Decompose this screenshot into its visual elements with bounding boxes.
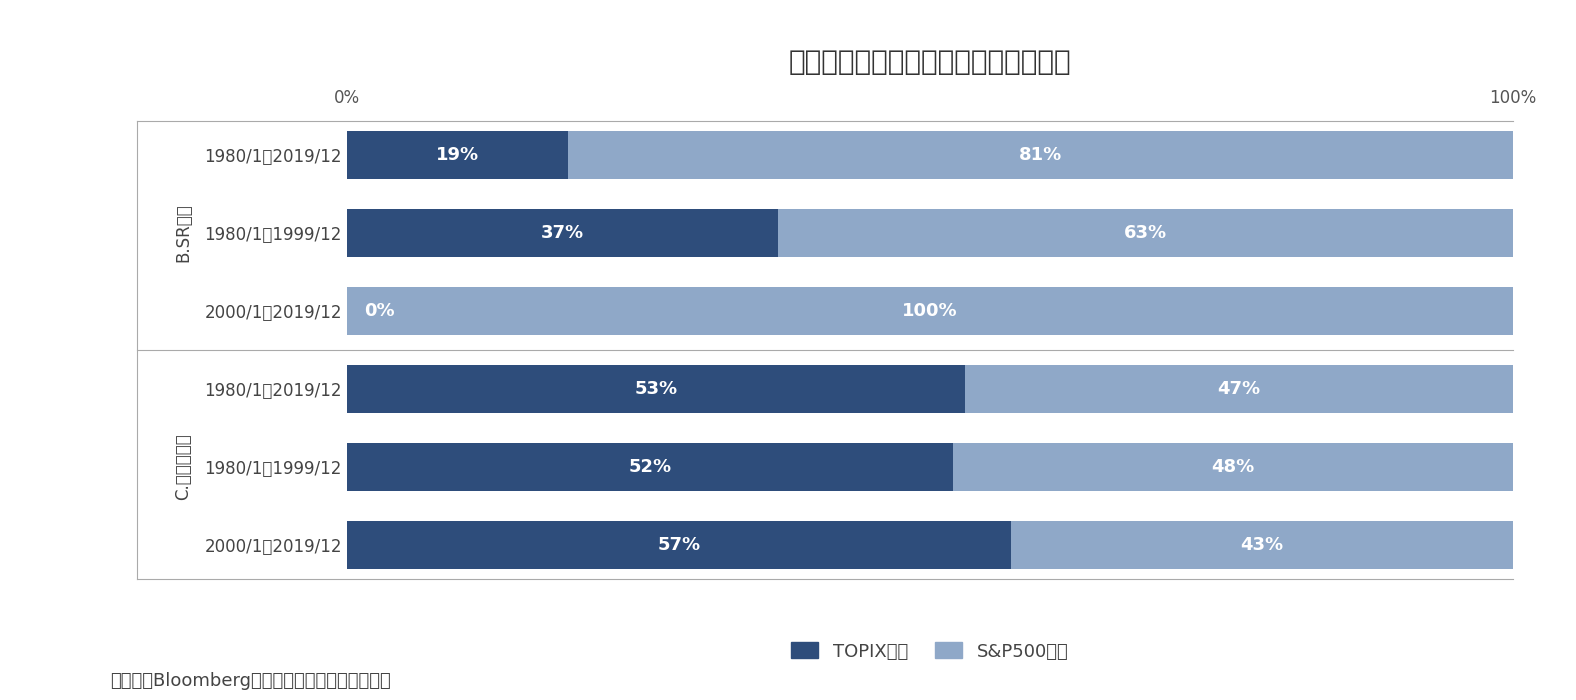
Text: 19%: 19% bbox=[437, 146, 479, 164]
Text: 47%: 47% bbox=[1217, 380, 1261, 398]
Bar bbox=[347, 209, 779, 257]
Bar bbox=[1012, 521, 1513, 569]
Bar bbox=[347, 287, 1513, 335]
Text: B.SR最大: B.SR最大 bbox=[175, 204, 192, 262]
Bar bbox=[347, 443, 953, 491]
Bar bbox=[965, 365, 1513, 413]
Title: 図表７　参照期間を変えた場合の配分: 図表７ 参照期間を変えた場合の配分 bbox=[788, 48, 1072, 76]
Text: 57%: 57% bbox=[657, 536, 701, 554]
Text: 81%: 81% bbox=[1020, 146, 1062, 164]
Legend: TOPIX配分, S&P500配分: TOPIX配分, S&P500配分 bbox=[783, 635, 1076, 668]
Text: 43%: 43% bbox=[1240, 536, 1284, 554]
Bar bbox=[953, 443, 1513, 491]
Text: 37%: 37% bbox=[541, 224, 585, 242]
Text: 63%: 63% bbox=[1124, 224, 1168, 242]
Bar bbox=[779, 209, 1513, 257]
Bar bbox=[347, 131, 569, 179]
Text: 0%: 0% bbox=[364, 302, 396, 320]
Text: 100%: 100% bbox=[901, 302, 958, 320]
Bar bbox=[569, 131, 1513, 179]
Text: （資料）Bloombergよりニッセイ基礎研究所作成: （資料）Bloombergよりニッセイ基礎研究所作成 bbox=[110, 671, 391, 690]
Bar bbox=[347, 521, 1012, 569]
Text: 48%: 48% bbox=[1212, 458, 1254, 476]
Bar bbox=[347, 365, 965, 413]
Text: 53%: 53% bbox=[634, 380, 678, 398]
Text: 52%: 52% bbox=[629, 458, 671, 476]
Text: C.リスク最小: C.リスク最小 bbox=[175, 434, 192, 500]
